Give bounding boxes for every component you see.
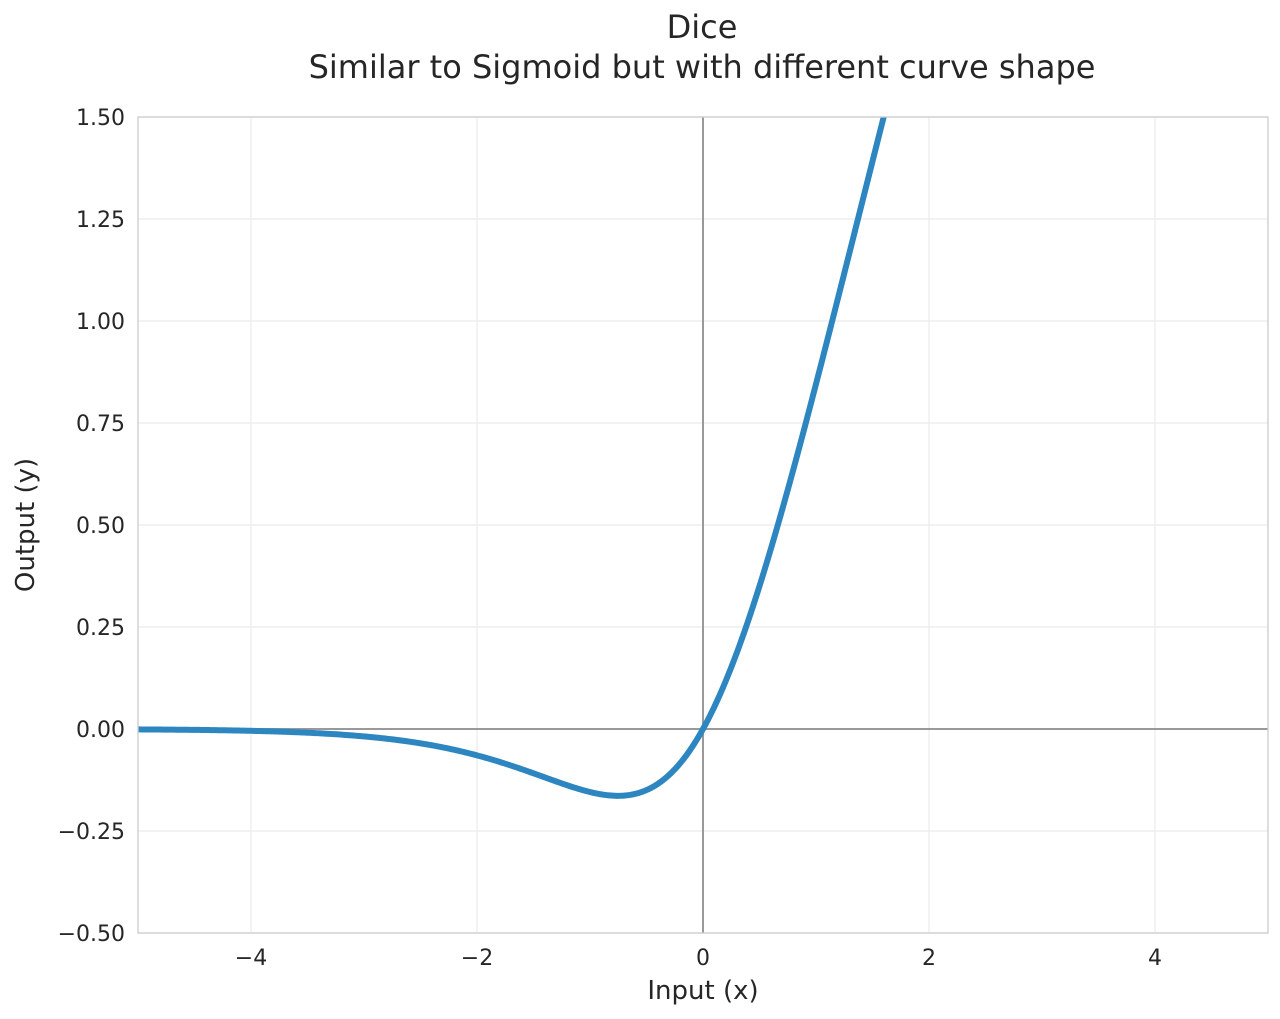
y-tick-labels: −0.50 −0.25 0.00 0.25 0.50 0.75 1.00 1.25 1.50 (58, 106, 125, 947)
plot-area (138, 117, 887, 799)
y-tick-label: 0.50 (76, 514, 125, 539)
y-tick-label: 1.00 (76, 310, 125, 335)
y-tick-label: 1.50 (76, 106, 125, 131)
chart-title: Dice (666, 8, 738, 46)
y-tick-label: 0.25 (76, 616, 125, 641)
chart-subtitle: Similar to Sigmoid but with different cu… (308, 48, 1096, 86)
plot-frame (137, 116, 1269, 934)
y-tick-label: 1.25 (76, 208, 125, 233)
y-tick-label: 0.75 (76, 412, 125, 437)
y-tick-label: 0.00 (76, 718, 125, 743)
x-tick-label: −4 (235, 946, 267, 971)
x-tick-label: −2 (461, 946, 493, 971)
dice-series-line (138, 117, 887, 799)
x-tick-labels: −4 −2 0 2 4 (235, 946, 1162, 971)
y-axis-label: Output (y) (11, 458, 41, 592)
y-tick-label: −0.50 (58, 922, 125, 947)
x-tick-label: 4 (1148, 946, 1162, 971)
x-tick-label: 2 (922, 946, 936, 971)
x-axis-label: Input (x) (647, 976, 758, 1006)
y-tick-label: −0.25 (58, 820, 125, 845)
x-tick-label: 0 (696, 946, 710, 971)
